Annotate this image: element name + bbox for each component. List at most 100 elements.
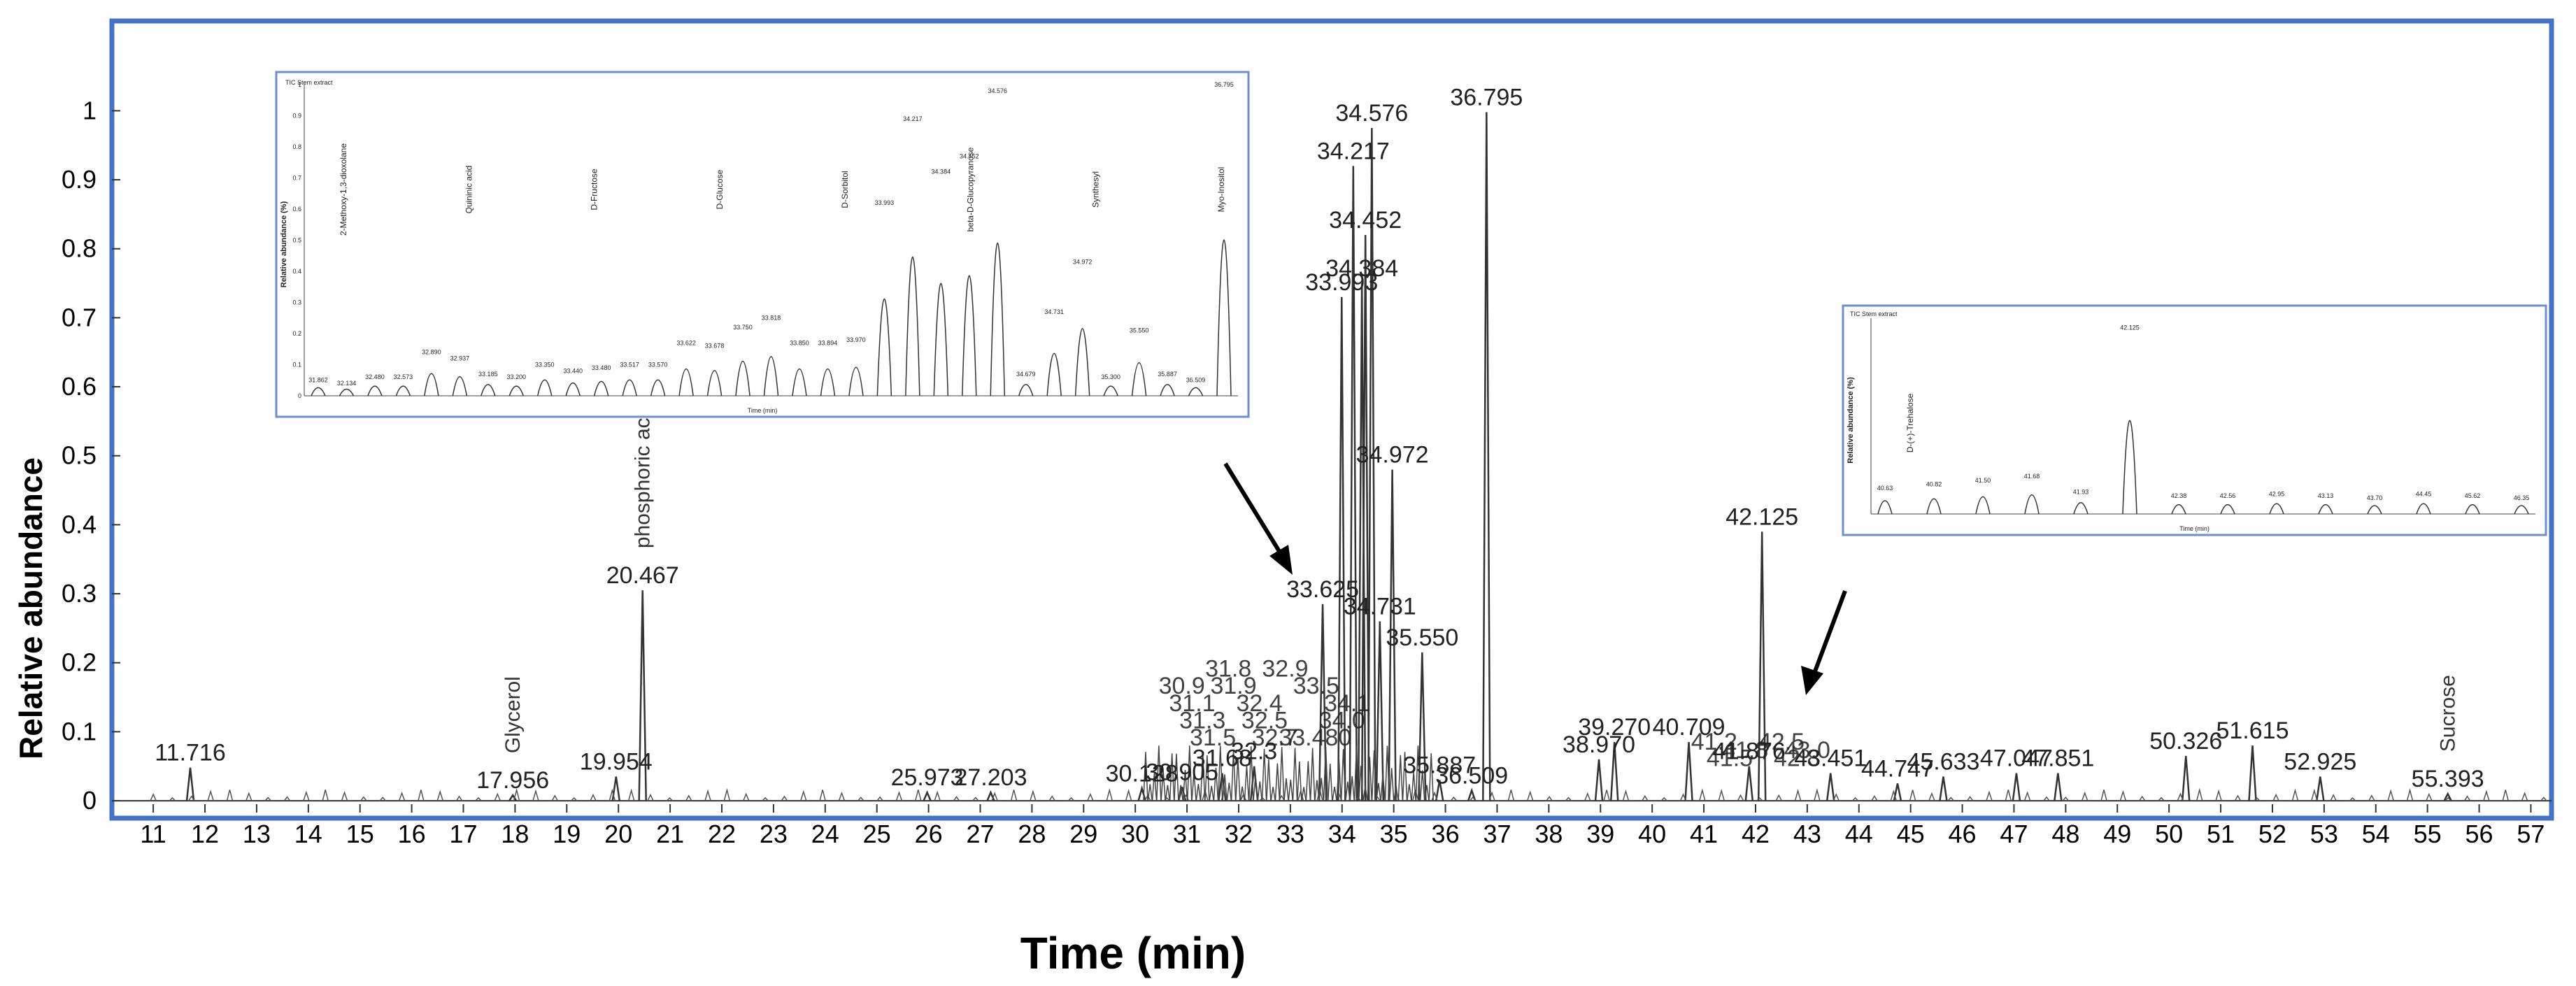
peak-label: 47.047 <box>1980 745 2053 772</box>
inset-peak <box>990 242 1005 396</box>
baseline-noise <box>2311 788 2318 801</box>
cluster-peak <box>1367 757 1373 801</box>
baseline-noise <box>1890 789 1897 801</box>
cluster-peak <box>1239 786 1245 801</box>
inset-peak <box>1188 387 1204 396</box>
x-tick-label: 30 <box>1121 820 1149 848</box>
inset-peak <box>2220 503 2235 515</box>
inset-peak <box>2024 494 2040 515</box>
baseline-noise <box>283 796 291 801</box>
peak <box>508 793 518 801</box>
baseline-noise <box>819 789 826 801</box>
inset-peak <box>1975 496 1991 515</box>
inset-peak-label: 34.452 <box>960 152 979 159</box>
cluster-peak <box>1402 752 1408 801</box>
inset-compound-label: D-(+)-Trehalose <box>1905 393 1915 452</box>
baseline-noise <box>2177 792 2184 801</box>
cluster-peak <box>1195 784 1202 801</box>
cluster-peak <box>1345 781 1351 801</box>
inset-peak <box>1046 352 1062 396</box>
baseline-noise <box>379 796 386 801</box>
cluster-peak <box>1200 751 1206 801</box>
peak-label: 42.125 <box>1725 503 1798 530</box>
inset-peak <box>2122 420 2137 515</box>
cluster-peak <box>1248 746 1254 801</box>
cluster-peak <box>1419 770 1425 801</box>
peak-label-overlap: 42.8 <box>1774 745 1820 772</box>
baseline-noise <box>2521 792 2528 801</box>
x-tick-label: 26 <box>915 820 943 848</box>
x-tick-label: 45 <box>1897 820 1925 848</box>
baseline-noise <box>360 796 367 801</box>
peak <box>1435 780 1444 801</box>
x-tick-label: 51 <box>2207 820 2235 848</box>
baseline-noise <box>934 790 941 801</box>
cluster-peak <box>1318 778 1324 801</box>
inset-x-title: Time (min) <box>2179 525 2209 532</box>
compound-annotation: Glycerol <box>501 676 525 753</box>
baseline-noise <box>2349 797 2356 801</box>
cluster-peak <box>1380 773 1386 801</box>
peak-label-overlap: 41.8 <box>1722 737 1768 764</box>
inset-peak-label: 41.93 <box>2073 489 2089 496</box>
baseline-noise <box>322 789 329 801</box>
inset-chart-left: TIC Stem extract 0 0.1 0.2 0.3 0.4 0.5 0.6 0.7 0… <box>275 71 1250 418</box>
cluster-peak <box>1218 745 1223 801</box>
peak-label: 11.716 <box>155 740 225 766</box>
inset-compound-label: Synthesyl <box>1091 171 1101 208</box>
y-axis-title: Relative abundance <box>13 457 49 759</box>
inset-x-title: Time (min) <box>748 407 778 414</box>
peak-label: 52.925 <box>2284 749 2356 776</box>
baseline-noise <box>590 793 597 801</box>
baseline-noise <box>1814 788 1821 801</box>
inset-compound-label: Myo-Inositol <box>1216 167 1226 213</box>
inset-peak-label: 40.82 <box>1926 480 1942 487</box>
inset-peak <box>339 388 355 396</box>
peak-label: 34.576 <box>1335 100 1408 127</box>
baseline-noise <box>1871 795 1878 801</box>
cluster-peak <box>1204 755 1210 801</box>
x-tick-label: 27 <box>966 820 994 848</box>
y-tick-label: 0.7 <box>62 303 97 331</box>
inset-peak <box>622 379 637 396</box>
baseline-noise <box>2445 796 2452 801</box>
peak-label: 35.887 <box>1403 752 1476 778</box>
peak <box>1684 742 1693 801</box>
peak-label: 39.270 <box>1578 714 1651 741</box>
peak-label-overlap: 33.480 <box>1279 724 1351 751</box>
cluster-peak <box>1156 745 1162 801</box>
inset-peak-label: 32.937 <box>450 355 470 362</box>
inset-peak <box>1074 328 1090 396</box>
cluster-peak <box>1213 767 1219 801</box>
x-tick-label: 29 <box>1069 820 1097 848</box>
baseline-noise <box>685 794 692 801</box>
x-tick-label: 38 <box>1535 820 1563 848</box>
inset-peak-label: 33.440 <box>563 367 583 374</box>
baseline-noise <box>169 796 176 801</box>
inset-compound-label: beta-D-Glucopyranose <box>965 147 975 231</box>
peak <box>2443 792 2452 801</box>
peak <box>2316 776 2325 801</box>
x-tick-label: 11 <box>140 820 166 848</box>
inset-y-title: Relative abundance (%) <box>1846 377 1855 464</box>
peak <box>1375 621 1385 801</box>
inset-peak-label: 44.45 <box>2416 490 2432 497</box>
inset-peak <box>2269 503 2284 515</box>
cluster-peak <box>1411 771 1416 801</box>
peak <box>1318 603 1328 801</box>
peak-label: 36.509 <box>1435 762 1508 789</box>
cluster-peak <box>1279 747 1285 801</box>
cluster-peak <box>1332 787 1337 801</box>
peak-label: 50.326 <box>2149 728 2222 755</box>
x-tick-label: 40 <box>1638 820 1666 848</box>
inset-peak <box>763 356 779 396</box>
baseline-noise <box>1068 796 1075 801</box>
x-tick-label: 15 <box>346 820 374 848</box>
baseline-noise <box>743 792 750 801</box>
x-tick-label: 12 <box>191 820 219 848</box>
baseline-noise <box>1450 796 1457 801</box>
baseline-noise <box>475 796 482 801</box>
baseline-noise <box>2005 789 2012 801</box>
inset-y-tick: 0 <box>298 392 301 399</box>
baseline-noise <box>418 789 425 801</box>
